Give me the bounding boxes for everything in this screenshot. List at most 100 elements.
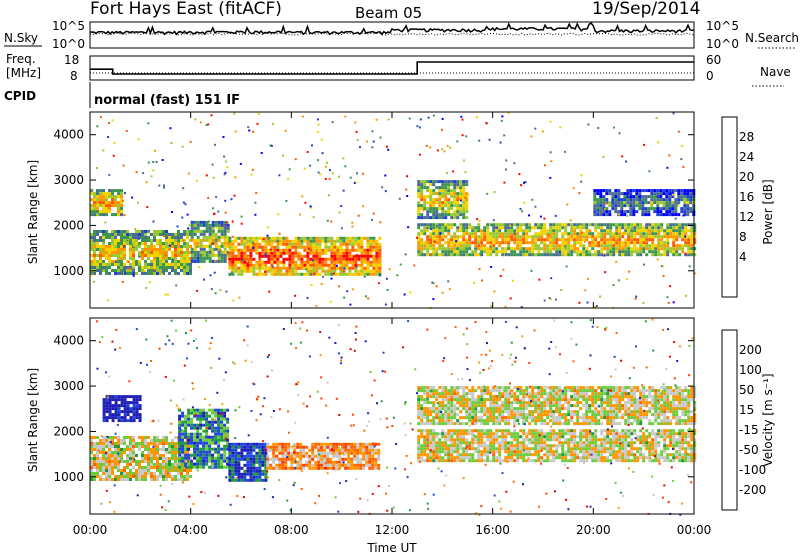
heat-cell (184, 462, 188, 466)
heat-cell (189, 260, 192, 263)
heat-cell (432, 247, 436, 251)
heat-cell (326, 454, 330, 458)
heat-cell (486, 235, 490, 239)
heat-cell (114, 254, 117, 257)
heat-cell (617, 195, 621, 199)
heat-cell (423, 450, 427, 454)
heat-cell (183, 254, 186, 257)
heat-cell (205, 432, 209, 436)
heat-cell (630, 253, 634, 257)
heat-cell (444, 213, 448, 217)
heat-speckle (597, 208, 600, 211)
heat-speckle (566, 203, 569, 206)
heat-cell (220, 220, 224, 224)
heat-cell (651, 238, 655, 242)
heat-cell (99, 245, 102, 248)
heat-speckle (122, 164, 125, 167)
heat-cell (486, 456, 490, 460)
heat-cell (474, 226, 478, 230)
heat-cell (249, 442, 253, 446)
heat-cell (261, 266, 265, 270)
heat-cell (321, 248, 325, 252)
heat-cell (435, 207, 439, 211)
heat-cell (645, 223, 649, 227)
heat-cell (504, 235, 508, 239)
heat-cell (147, 472, 150, 475)
heat-cell (429, 207, 433, 211)
heat-cell (606, 223, 610, 227)
heat-cell (147, 454, 150, 457)
heat-cell (651, 226, 655, 230)
heat-cell (282, 257, 286, 261)
heat-cell (660, 253, 664, 257)
heat-cell (285, 245, 289, 249)
heat-cell (432, 204, 436, 208)
heat-cell (456, 432, 460, 436)
heat-cell (171, 469, 174, 472)
heat-cell (190, 411, 194, 415)
heat-speckle (313, 272, 316, 275)
heat-cell (111, 445, 114, 448)
heat-cell (102, 210, 105, 214)
heat-cell (309, 266, 313, 270)
heat-cell (672, 223, 676, 227)
heat-cell (184, 417, 188, 421)
heat-speckle (559, 126, 562, 129)
heat-speckle (365, 295, 367, 298)
heat-cell (180, 475, 183, 478)
heat-cell (126, 454, 129, 457)
heat-cell (291, 254, 295, 258)
heat-cell (120, 260, 123, 263)
heat-cell (576, 235, 580, 239)
heat-cell (171, 463, 174, 466)
heat-cell (561, 232, 565, 236)
heat-cell (211, 408, 215, 412)
heat-cell (159, 472, 162, 475)
heat-cell (178, 444, 182, 448)
heat-cell (261, 260, 265, 264)
heat-cell (371, 466, 375, 470)
heat-cell (498, 250, 502, 254)
heat-speckle (220, 253, 223, 256)
heat-speckle (430, 228, 433, 231)
heat-cell (354, 248, 358, 252)
heat-cell (462, 183, 466, 187)
heat-cell (486, 435, 490, 439)
heat-cell (614, 210, 618, 214)
heat-cell (350, 448, 354, 452)
heat-cell (138, 478, 141, 481)
heat-cell (333, 260, 337, 264)
heat-cell (504, 435, 508, 439)
heat-cell (653, 198, 657, 202)
heat-cell (199, 465, 203, 469)
heat-cell (683, 195, 687, 199)
heat-cell (432, 183, 436, 187)
heat-cell (126, 460, 129, 463)
heat-cell (618, 253, 622, 257)
heat-cell (324, 239, 328, 243)
heat-cell (435, 213, 439, 217)
heat-cell (199, 432, 203, 436)
heat-cell (270, 263, 274, 267)
heat-cell (347, 451, 351, 455)
heat-cell (196, 426, 200, 430)
heat-cell (144, 245, 147, 248)
heat-cell (432, 441, 436, 445)
heat-cell (226, 456, 230, 460)
heat-cell (462, 186, 466, 190)
heat-cell (435, 241, 439, 245)
heat-cell (450, 183, 454, 187)
heat-cell (228, 472, 232, 476)
heat-cell (423, 201, 427, 205)
heat-speckle (686, 252, 689, 255)
heat-cell (681, 232, 685, 236)
heat-cell (211, 423, 215, 427)
heat-cell (597, 444, 601, 448)
heat-cell (671, 195, 675, 199)
heat-cell (279, 272, 283, 276)
heat-cell (525, 238, 529, 242)
heat-cell (426, 210, 430, 214)
heat-speckle (543, 217, 546, 220)
heat-cell (450, 235, 454, 239)
